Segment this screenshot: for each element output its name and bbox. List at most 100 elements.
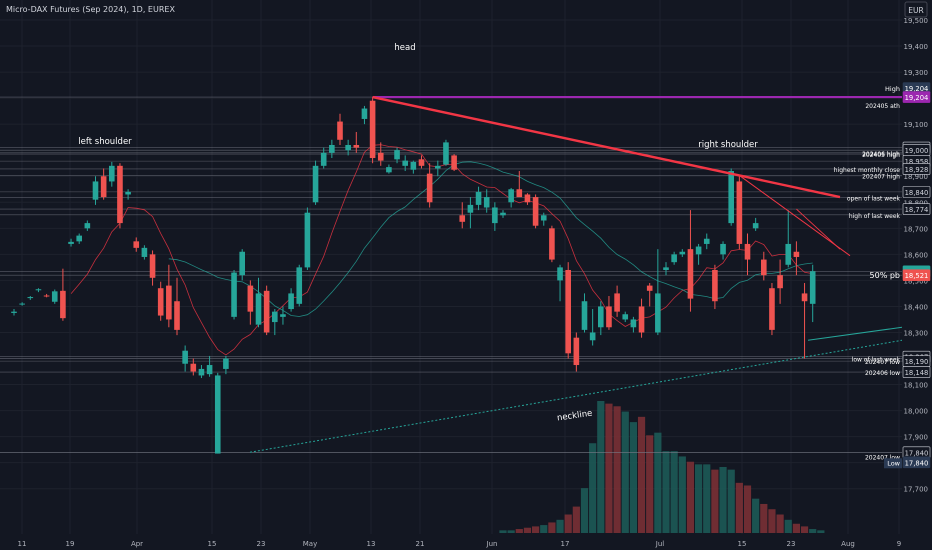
volume-bar bbox=[597, 401, 605, 533]
level-label: High bbox=[885, 85, 900, 93]
candle-body bbox=[386, 167, 392, 173]
level-label: open of last week bbox=[847, 196, 901, 203]
y-tick-label: 17,700 bbox=[904, 486, 929, 494]
y-tick-label: 18,600 bbox=[904, 251, 929, 259]
candle-body bbox=[655, 293, 661, 333]
candle-body bbox=[508, 189, 514, 203]
annotation-label: head bbox=[394, 43, 415, 53]
candle-body bbox=[60, 290, 66, 319]
candle-body bbox=[540, 215, 547, 221]
level-label-bg bbox=[884, 458, 902, 469]
annotation-label: right shoulder bbox=[698, 140, 758, 150]
candle-body bbox=[263, 290, 270, 333]
candle-body bbox=[589, 332, 596, 341]
x-tick-label: May bbox=[303, 540, 317, 548]
candle-body bbox=[402, 160, 408, 166]
x-tick-label: Jul bbox=[655, 540, 665, 548]
currency-button[interactable]: EUR bbox=[904, 1, 928, 18]
candle-body bbox=[345, 144, 351, 151]
price-tag bbox=[902, 186, 931, 198]
candle-body bbox=[500, 212, 506, 216]
candle-body bbox=[288, 293, 294, 310]
time-axis[interactable]: 11 19 Apr 15 23 May 13 21 Jun 17 Jul 15 23 Aug 9 bbox=[18, 540, 902, 548]
y-tick-label: 18,900 bbox=[904, 173, 929, 181]
candle-body bbox=[190, 363, 197, 372]
candle-body bbox=[247, 285, 254, 312]
price-tag bbox=[902, 366, 931, 378]
candle-body bbox=[679, 251, 686, 255]
price-tag-label: 19,204 bbox=[905, 85, 929, 93]
candle-body bbox=[761, 259, 767, 276]
price-tag-label: 18,958 bbox=[905, 158, 929, 166]
candle-body bbox=[801, 293, 808, 302]
candle-body bbox=[68, 241, 74, 244]
candle-body bbox=[581, 301, 588, 330]
volume-bar bbox=[662, 451, 670, 533]
candle-body bbox=[492, 207, 498, 224]
level-label: 50% pb bbox=[870, 271, 900, 280]
neckline-solid bbox=[807, 326, 903, 341]
candle-body bbox=[312, 165, 319, 203]
candle-body bbox=[206, 365, 213, 375]
price-tag-label: 18,928 bbox=[905, 166, 929, 174]
price-tag-label: 18,840 bbox=[905, 189, 929, 197]
candle-body bbox=[377, 152, 384, 161]
volume-bar bbox=[695, 464, 703, 533]
volume-bar bbox=[792, 523, 800, 533]
candle-body bbox=[524, 194, 531, 203]
head-trendline bbox=[372, 95, 740, 177]
volume-bar bbox=[532, 526, 540, 533]
level-label: 202406 low bbox=[865, 370, 900, 377]
candle-body bbox=[182, 350, 188, 364]
volume-bar bbox=[548, 522, 556, 533]
volume-bar bbox=[629, 422, 637, 533]
candle-body bbox=[663, 267, 669, 270]
candle-body bbox=[320, 152, 327, 166]
volume-bar bbox=[703, 464, 711, 533]
price-tag-label: 18,774 bbox=[905, 206, 929, 214]
level-label: Low bbox=[887, 459, 900, 467]
candle-body bbox=[19, 303, 25, 305]
candle-body bbox=[92, 181, 99, 200]
candle-body bbox=[728, 171, 734, 224]
annotations: head left shoulder right shoulder neckline bbox=[78, 43, 758, 423]
candle-body bbox=[426, 173, 433, 203]
candle-body bbox=[614, 293, 620, 312]
candle-body bbox=[296, 267, 303, 304]
volume-bar bbox=[727, 469, 735, 533]
volume-bar bbox=[580, 488, 589, 533]
candle-body bbox=[565, 269, 571, 354]
candle-body bbox=[43, 295, 50, 297]
y-tick-label: 18,400 bbox=[904, 303, 929, 311]
candle-body bbox=[239, 251, 245, 276]
x-tick-label: 15 bbox=[738, 540, 747, 548]
candle-body bbox=[793, 251, 800, 257]
candle-body bbox=[410, 161, 417, 170]
level-label: highest monthly close bbox=[834, 167, 901, 174]
volume-bar bbox=[556, 519, 564, 533]
candle-body bbox=[606, 306, 612, 328]
price-tag-label: 19,204 bbox=[905, 94, 929, 102]
level-label: low of last week bbox=[852, 357, 901, 364]
x-tick-label: 17 bbox=[561, 540, 570, 548]
candle-body bbox=[769, 288, 775, 330]
candle-body bbox=[125, 191, 131, 195]
volume-bar bbox=[817, 530, 825, 533]
price-tag bbox=[902, 163, 931, 175]
price-tags: 19,20419,20419,01019,00018,95818,92818,8… bbox=[902, 82, 931, 469]
level-label: 202406 high bbox=[862, 151, 900, 158]
candle-body bbox=[353, 144, 360, 148]
level-label: 202407 high bbox=[862, 173, 900, 180]
volume-bar bbox=[621, 411, 629, 533]
annotation-label: neckline bbox=[556, 409, 593, 424]
candle-body bbox=[166, 285, 172, 320]
volume-bar bbox=[499, 530, 507, 533]
candle-body bbox=[598, 306, 604, 328]
y-tick-label: 18,500 bbox=[904, 277, 929, 285]
candlestick-series bbox=[11, 97, 816, 454]
price-tag-label: 17,840 bbox=[905, 449, 929, 457]
currency-label: EUR bbox=[908, 6, 923, 15]
candle-body bbox=[703, 238, 710, 244]
horizontal-levels bbox=[0, 96, 902, 453]
